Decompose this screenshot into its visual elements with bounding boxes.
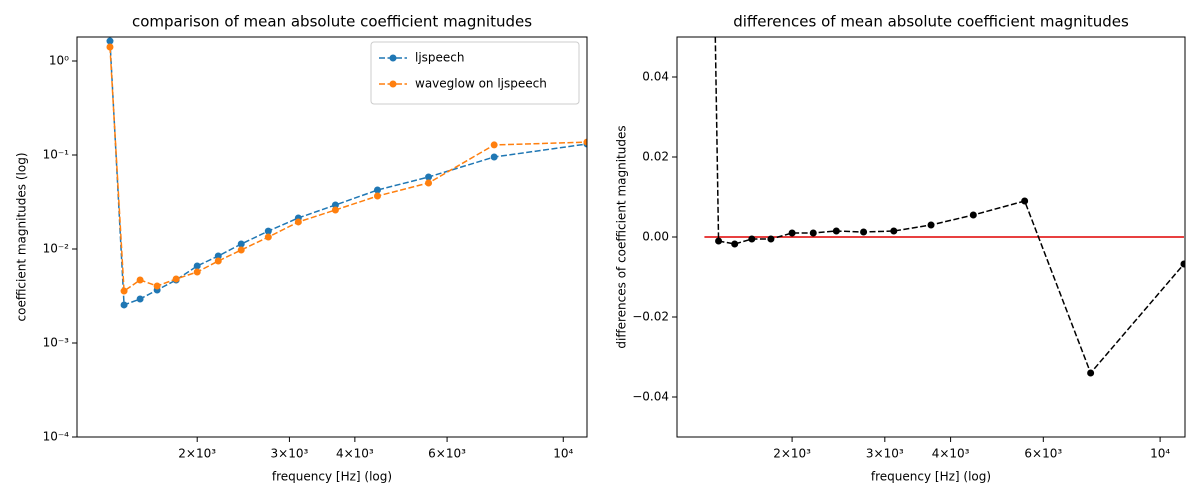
data-point (969, 211, 977, 219)
data-point (425, 179, 433, 187)
y-tick-label: 10⁻² (43, 241, 70, 255)
axes-frame (76, 36, 588, 438)
data-point (1021, 197, 1029, 205)
data-point (890, 227, 898, 235)
y-tick-label: −0.02 (632, 310, 669, 324)
data-point (106, 37, 114, 45)
data-point (490, 153, 498, 161)
legend-box (370, 41, 580, 105)
data-point (214, 257, 222, 265)
x-axis-label: frequency [Hz] (log) (272, 470, 392, 484)
x-tick-label: 6×10³ (1024, 447, 1062, 461)
y-tick-label: 0.00 (642, 230, 669, 244)
data-point (832, 227, 840, 235)
y-tick-label: 10⁻⁴ (43, 430, 70, 444)
data-point (120, 287, 128, 295)
data-point (136, 276, 144, 284)
data-point (860, 228, 868, 236)
y-tick-label: 0.04 (642, 70, 669, 84)
y-axis-label: coefficient magnitudes (log) (15, 153, 29, 322)
axes-frame (676, 36, 1186, 438)
x-tick-label: 6×10³ (428, 447, 466, 461)
y-tick-label: 10⁻¹ (43, 147, 70, 161)
x-tick-label: 4×10³ (932, 447, 970, 461)
data-point (237, 240, 245, 248)
data-point (331, 201, 339, 209)
data-point (172, 275, 180, 283)
data-point (331, 206, 339, 214)
legend-label: ljspeech (415, 51, 465, 65)
x-tick-label: 2×10³ (178, 447, 216, 461)
x-tick-label: 3×10³ (271, 447, 309, 461)
y-axis-label: differences of coefficient magnitudes (615, 125, 629, 348)
data-point (214, 252, 222, 260)
data-point (1087, 369, 1095, 377)
chart-title: differences of mean absolute coefficient… (733, 13, 1129, 31)
data-point (927, 221, 935, 229)
x-tick-label: 10⁴ (1150, 447, 1170, 461)
legend-label: waveglow on ljspeech (415, 77, 547, 91)
data-point (490, 141, 498, 149)
series-line (109, 46, 587, 293)
x-axis-label: frequency [Hz] (log) (871, 470, 991, 484)
plot-area (106, 37, 587, 309)
data-point (748, 235, 756, 243)
data-point (237, 246, 245, 254)
x-tick-label: 4×10³ (336, 447, 374, 461)
y-tick-label: 10⁻³ (43, 335, 70, 349)
y-tick-label: −0.04 (632, 390, 669, 404)
data-point (1180, 260, 1185, 268)
data-point (767, 235, 775, 243)
legend-marker (389, 54, 397, 62)
y-tick-label: 0.02 (642, 150, 669, 164)
plot-area (704, 37, 1185, 377)
data-point (193, 262, 201, 270)
data-point (193, 268, 201, 276)
data-point (264, 227, 272, 235)
data-point (788, 229, 796, 237)
x-tick-label: 2×10³ (773, 447, 811, 461)
legend-marker (389, 80, 397, 88)
data-point (715, 237, 723, 245)
data-point (120, 301, 128, 309)
x-tick-label: 3×10³ (866, 447, 904, 461)
data-point (373, 186, 381, 194)
data-point (136, 295, 144, 303)
data-point (373, 192, 381, 200)
data-point (425, 173, 433, 181)
data-point (153, 282, 161, 290)
data-point (294, 218, 302, 226)
data-point (583, 138, 587, 146)
data-point (809, 229, 817, 237)
chart-title: comparison of mean absolute coefficient … (132, 13, 532, 31)
x-tick-label: 10⁴ (553, 447, 573, 461)
data-point (106, 43, 114, 51)
data-point (731, 240, 739, 248)
data-point (264, 233, 272, 241)
y-tick-label: 10⁰ (49, 53, 69, 67)
